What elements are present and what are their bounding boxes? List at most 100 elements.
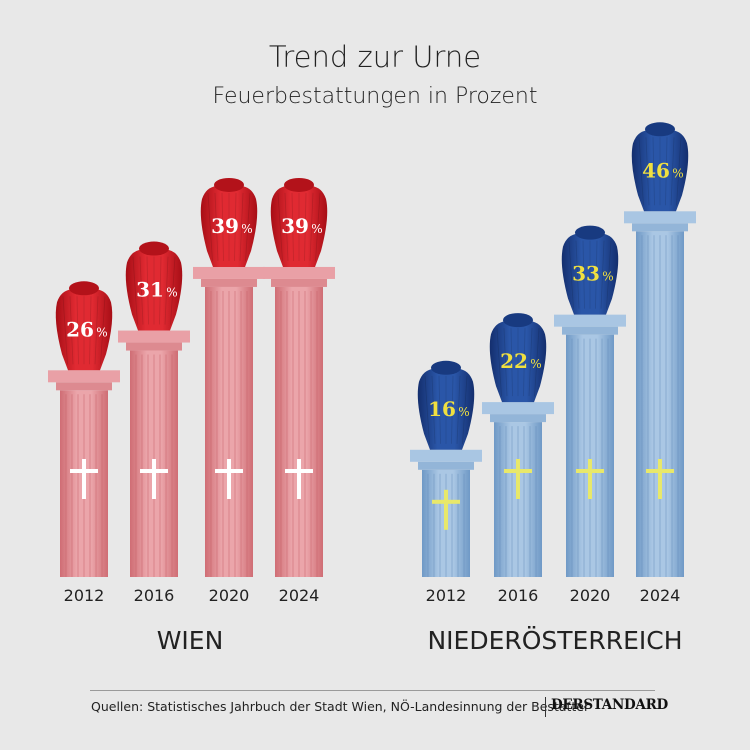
urn-lid (69, 281, 99, 296)
column-neck (271, 278, 327, 287)
cross-icon-bar (285, 469, 313, 473)
urn-rib (456, 375, 461, 444)
value-unit: % (672, 166, 683, 180)
urn-rib (645, 137, 650, 206)
cross-icon-bar (432, 499, 460, 504)
urn-rib (291, 192, 294, 261)
urn-rib (170, 256, 176, 325)
year-label: 2012 (426, 586, 467, 605)
urn-rib (665, 137, 668, 206)
cross-icon-bar (646, 469, 674, 473)
brand-logo: DERSTANDARD (551, 697, 668, 713)
urn-icon (561, 233, 619, 315)
cross-icon (152, 459, 156, 499)
urn-rib (503, 328, 508, 397)
cross-icon (297, 459, 301, 499)
urn-rib (424, 375, 430, 444)
urn-rib (221, 192, 224, 261)
cross-icon (444, 489, 448, 530)
bar-2020: 33 % 2020 (554, 225, 626, 605)
urn-rib (523, 328, 526, 397)
cross-icon-bar (504, 469, 532, 473)
urn-rib (234, 192, 237, 261)
urn-icon (200, 185, 258, 267)
year-label: 2012 (64, 586, 105, 605)
urn-rib (164, 256, 169, 325)
urn-rib (69, 296, 74, 365)
urn-lid (645, 122, 675, 137)
urn-rib (575, 240, 580, 309)
value-unit: % (311, 222, 322, 236)
urn-lid (139, 241, 169, 256)
cross-icon (82, 459, 86, 499)
value-unit: % (166, 286, 177, 300)
year-label: 2016 (498, 586, 539, 605)
value-label: 16 (428, 397, 456, 421)
column-neck (126, 342, 182, 351)
bar-2012: 16 % 2012 (410, 360, 482, 605)
urn-rib (245, 192, 251, 261)
value-label: 33 (572, 262, 600, 286)
bar-2024: 46 % 2024 (624, 122, 696, 605)
value-unit: % (241, 222, 252, 236)
column-neck (632, 223, 688, 232)
value-label: 31 (136, 278, 164, 302)
column-neck (201, 278, 257, 287)
urn-rib (94, 296, 99, 365)
urn-rib (638, 137, 644, 206)
urn-rib (315, 192, 321, 261)
year-label: 2020 (209, 586, 250, 605)
urn-rib (431, 375, 436, 444)
chart-subtitle: Feuerbestattungen in Prozent (212, 84, 538, 109)
urn-lid (431, 360, 461, 375)
footer-divider (90, 690, 655, 691)
urn-lid (284, 177, 314, 192)
column-capital (624, 211, 696, 224)
urn-icon (489, 321, 547, 403)
urn-rib (76, 296, 79, 365)
source-note: Quellen: Statistisches Jahrbuch der Stad… (91, 699, 590, 714)
urn-rib (606, 240, 612, 309)
value-label: 22 (500, 349, 528, 373)
bar-2016: 22 % 2016 (482, 313, 554, 605)
urn-lid (575, 225, 605, 240)
urn-rib (438, 375, 441, 444)
value-label: 26 (66, 317, 94, 341)
urn-rib (595, 240, 598, 309)
urn-rib (534, 328, 540, 397)
cross-icon (658, 459, 662, 499)
value-label: 39 (281, 214, 309, 238)
column-capital (48, 370, 120, 383)
urn-lid (214, 177, 244, 192)
value-unit: % (458, 405, 469, 419)
column-capital (554, 314, 626, 327)
value-unit: % (530, 357, 541, 371)
urn-icon (125, 249, 183, 331)
region-label-wien: WIEN (156, 626, 224, 655)
region-label-niederoesterreich: NIEDERÖSTERREICH (427, 626, 683, 655)
urn-rib (582, 240, 585, 309)
urn-rib (652, 137, 655, 206)
year-label: 2024 (279, 586, 320, 605)
urn-rib (528, 328, 533, 397)
cross-icon-bar (215, 469, 243, 473)
column-capital (410, 449, 482, 462)
column-capital (118, 330, 190, 343)
cross-icon-bar (140, 469, 168, 473)
urn-rib (670, 137, 675, 206)
column-neck (56, 382, 112, 391)
urn-rib (62, 296, 68, 365)
urn-rib (207, 192, 213, 261)
urn-icon (55, 289, 113, 371)
cross-icon-bar (576, 469, 604, 473)
year-label: 2024 (640, 586, 681, 605)
urn-rib (239, 192, 244, 261)
urn-rib (89, 296, 92, 365)
year-label: 2016 (134, 586, 175, 605)
urn-rib (451, 375, 454, 444)
urn-icon (631, 130, 689, 212)
urn-rib (146, 256, 149, 325)
urn-rib (676, 137, 682, 206)
column-neck (490, 414, 546, 423)
